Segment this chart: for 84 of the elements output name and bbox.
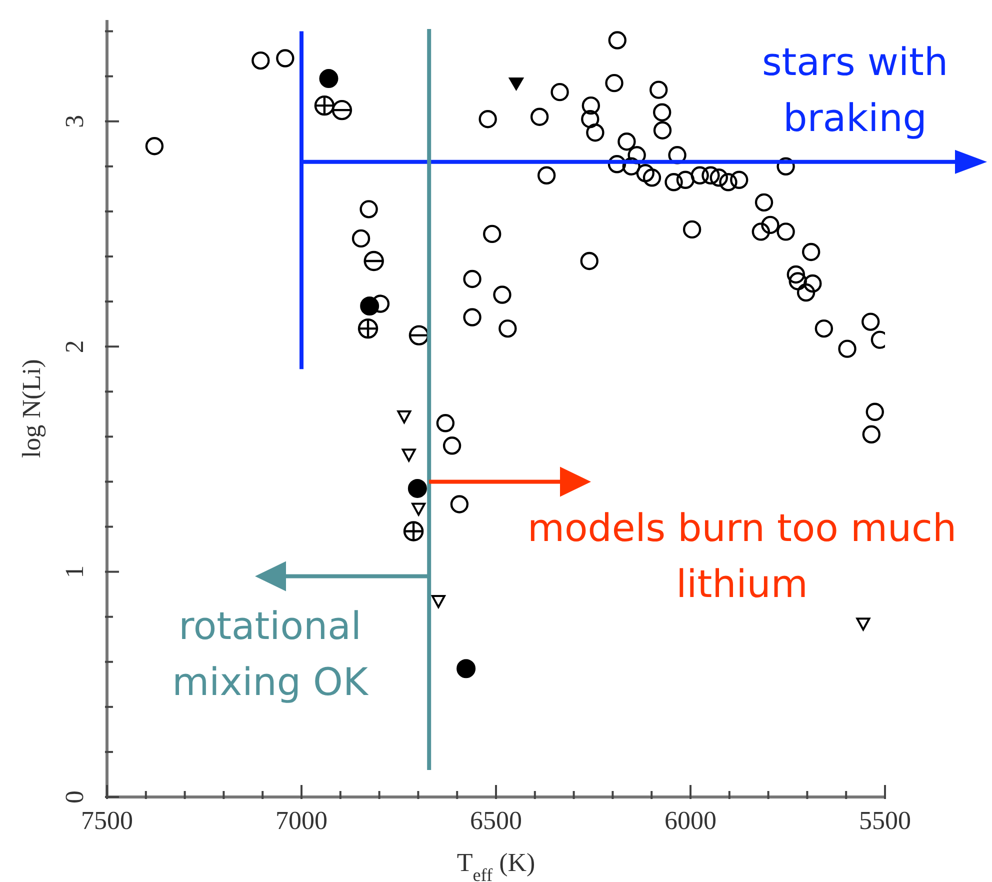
point xyxy=(581,110,600,128)
point xyxy=(653,121,672,140)
point xyxy=(431,595,446,608)
point xyxy=(276,49,294,68)
point xyxy=(498,319,517,338)
point xyxy=(397,410,412,424)
point xyxy=(622,157,640,176)
point xyxy=(364,250,384,272)
point xyxy=(456,659,476,678)
point xyxy=(412,502,426,516)
point xyxy=(761,216,780,234)
y-tick-label: 1 xyxy=(60,565,89,578)
point xyxy=(332,100,352,120)
point xyxy=(788,272,807,290)
point xyxy=(403,521,424,542)
point xyxy=(463,270,482,288)
point xyxy=(802,242,820,262)
point xyxy=(664,173,683,192)
point xyxy=(319,69,338,88)
point xyxy=(719,173,738,192)
x-tick-label: 6500 xyxy=(470,806,522,835)
annotation: rotational mixing OK xyxy=(171,603,370,706)
point xyxy=(862,425,880,444)
point xyxy=(710,168,728,187)
point xyxy=(752,222,770,241)
point xyxy=(582,96,600,115)
x-tick-label: 6000 xyxy=(664,806,716,835)
point xyxy=(483,224,502,244)
point xyxy=(608,31,626,50)
point xyxy=(145,137,164,156)
point xyxy=(862,312,880,331)
point xyxy=(442,436,462,455)
point xyxy=(690,166,709,184)
x-tick-label: 7500 xyxy=(81,806,133,835)
point xyxy=(436,414,455,432)
point xyxy=(754,193,774,212)
point xyxy=(450,495,469,514)
point xyxy=(530,108,549,126)
point xyxy=(478,110,497,128)
annotation: stars with braking xyxy=(760,39,950,142)
point xyxy=(730,170,748,190)
x-axis-title: T$_{eff}$ (K) xyxy=(456,848,536,882)
point xyxy=(866,402,884,421)
point xyxy=(814,319,834,338)
point xyxy=(358,318,378,339)
y-tick-label: 2 xyxy=(60,340,89,354)
point xyxy=(856,618,870,631)
point xyxy=(550,82,569,102)
point xyxy=(537,166,556,184)
point xyxy=(360,296,380,316)
point xyxy=(796,283,816,302)
point xyxy=(618,132,636,151)
point xyxy=(702,166,720,184)
point xyxy=(838,340,856,358)
point xyxy=(493,286,512,304)
point xyxy=(650,80,668,99)
point xyxy=(408,478,427,498)
point xyxy=(676,170,695,190)
x-tick-label: 5500 xyxy=(859,806,911,835)
y-axis-title: log N(Li) xyxy=(17,359,46,458)
y-tick-label: 3 xyxy=(60,114,89,128)
point xyxy=(508,78,524,91)
point xyxy=(682,220,702,239)
x-tick-label: 7000 xyxy=(276,806,328,835)
point xyxy=(786,265,806,284)
annotation: models burn too much lithium xyxy=(526,505,958,608)
point xyxy=(586,124,604,142)
point xyxy=(463,308,482,326)
point xyxy=(402,448,416,462)
point xyxy=(605,74,624,92)
point xyxy=(314,95,335,116)
point xyxy=(360,200,378,218)
point xyxy=(408,325,430,346)
point xyxy=(252,51,270,70)
point xyxy=(804,274,822,293)
point xyxy=(608,155,626,174)
point xyxy=(636,164,654,182)
point xyxy=(776,157,795,176)
point xyxy=(580,252,598,270)
point xyxy=(653,103,672,122)
point xyxy=(642,168,662,187)
point xyxy=(776,222,795,241)
point xyxy=(352,229,370,248)
y-tick-label: 0 xyxy=(60,790,89,804)
